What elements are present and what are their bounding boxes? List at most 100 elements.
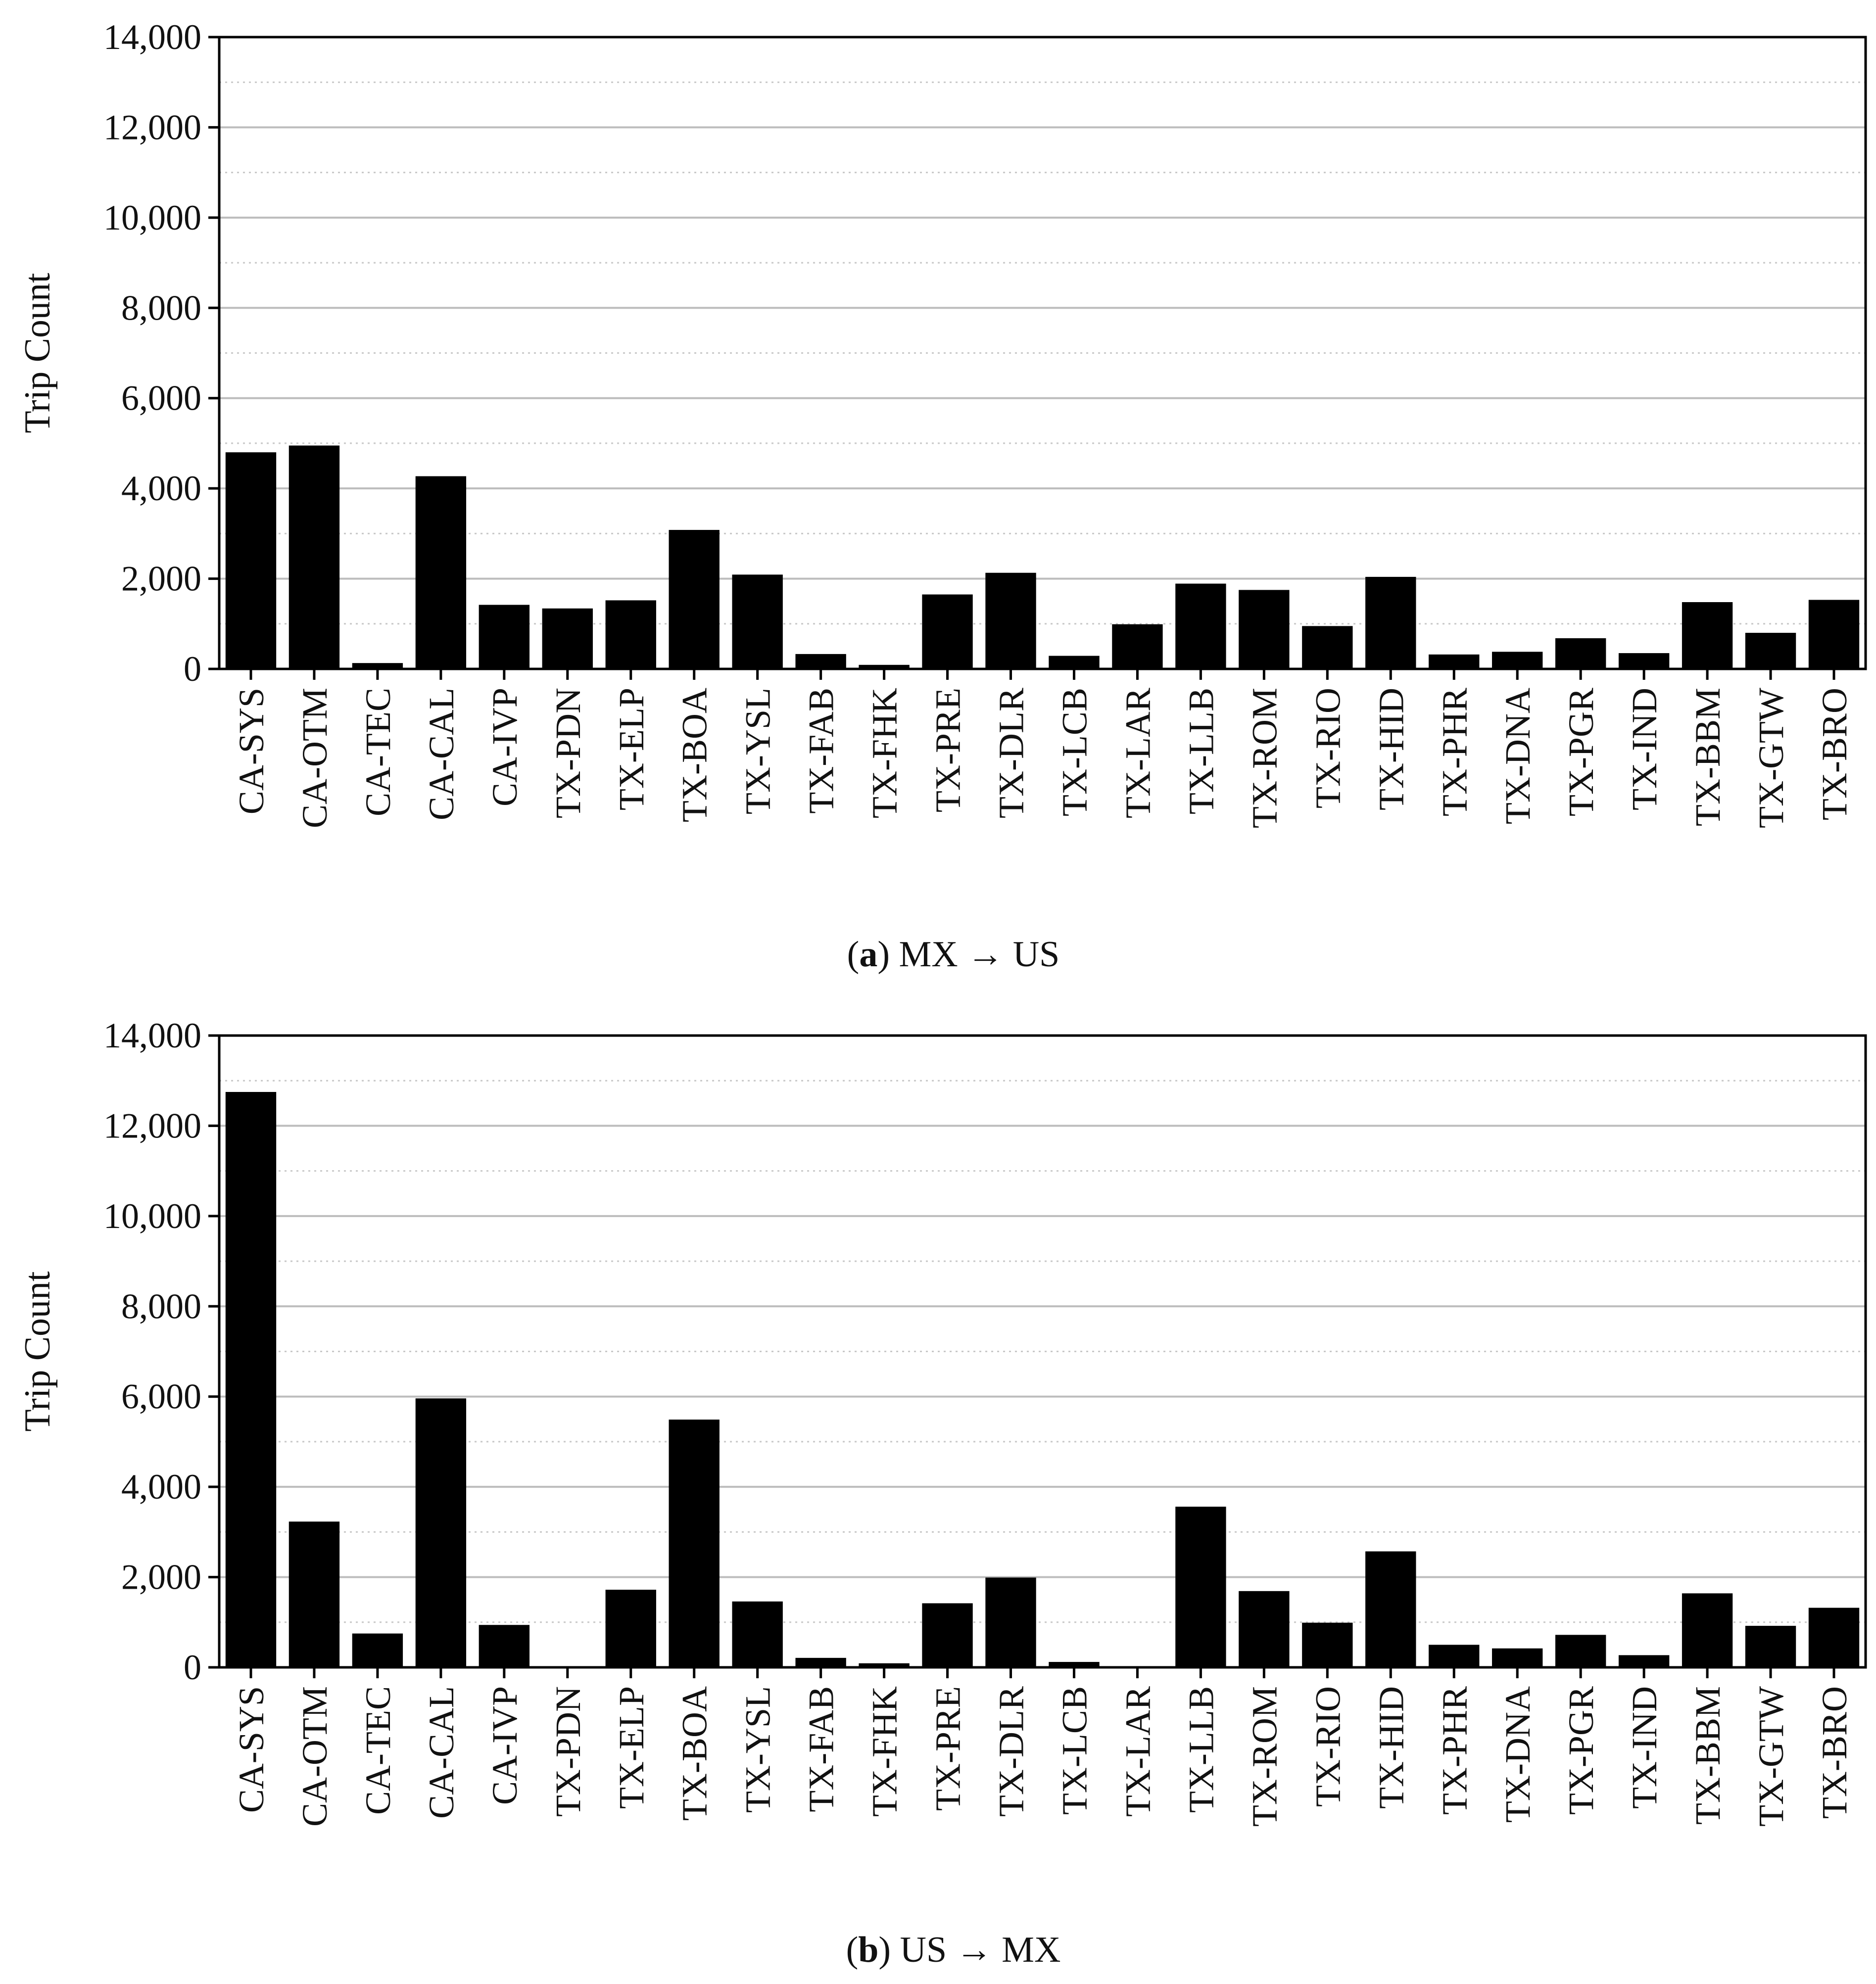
panel-caption: (a) MX → US bbox=[847, 934, 1060, 975]
x-tick-label: TX-FHK bbox=[865, 688, 905, 818]
x-tick-label: TX-ELP bbox=[612, 1686, 651, 1809]
bar-tx-pre bbox=[922, 594, 973, 669]
x-tick-label: CA-TEC bbox=[358, 1686, 398, 1815]
x-tick-label: TX-ELP bbox=[612, 688, 651, 810]
x-tick-label: TX-BOA bbox=[675, 1686, 715, 1821]
x-tick-label: TX-DNA bbox=[1498, 688, 1538, 824]
bar-ca-sys bbox=[225, 1092, 277, 1667]
bar-tx-pdn bbox=[542, 608, 593, 669]
bar-tx-fab bbox=[795, 654, 846, 669]
x-tick-label: TX-LCB bbox=[1055, 1686, 1094, 1815]
bar-tx-fab bbox=[795, 1657, 846, 1667]
y-tick-label: 4,000 bbox=[121, 469, 201, 508]
bar-tx-elp bbox=[605, 600, 656, 669]
plot-frame bbox=[218, 36, 1867, 670]
bar-tx-elp bbox=[605, 1590, 656, 1667]
y-tick-label: 0 bbox=[184, 1648, 201, 1687]
chart-panel-b: 0 2,000 4,000 6,000 8,000 10,000 12,000 14,000 C… bbox=[17, 1016, 1867, 1970]
bar-tx-llb bbox=[1175, 1507, 1226, 1667]
bar-ca-cal bbox=[415, 1398, 467, 1667]
x-tick-label: TX-IND bbox=[1625, 688, 1664, 810]
y-tick-label: 14,000 bbox=[103, 17, 201, 57]
y-tick-label: 12,000 bbox=[103, 1106, 201, 1145]
x-tick-label: TX-FAB bbox=[802, 688, 841, 814]
x-tick-label: TX-BRO bbox=[1815, 688, 1854, 820]
bar-tx-ysl bbox=[732, 574, 783, 669]
caption-paren-open: ( bbox=[846, 1930, 859, 1970]
y-tick-label: 4,000 bbox=[121, 1467, 201, 1507]
bar-tx-bro bbox=[1808, 600, 1860, 669]
x-tick-label: TX-LLB bbox=[1181, 688, 1221, 814]
x-tick-label: CA-SYS bbox=[232, 1686, 271, 1813]
bar-tx-ysl bbox=[732, 1601, 783, 1667]
bar-ca-tec bbox=[352, 1633, 403, 1667]
bar-tx-boa bbox=[669, 530, 720, 669]
x-tick-label: CA-IVP bbox=[485, 688, 525, 806]
x-tick-label: TX-PDN bbox=[548, 688, 588, 818]
bar-tx-phr bbox=[1429, 654, 1480, 669]
bar-tx-ind bbox=[1618, 1655, 1670, 1667]
x-tick-label: TX-PDN bbox=[548, 1686, 588, 1817]
x-tick-label: TX-RIO bbox=[1308, 1686, 1347, 1807]
y-tick-label: 12,000 bbox=[103, 107, 201, 147]
caption-text: ) MX → US bbox=[877, 934, 1059, 975]
x-tick-label: TX-PHR bbox=[1435, 1686, 1474, 1815]
bar-tx-dlr bbox=[985, 1577, 1036, 1667]
x-tick-label: TX-BBM bbox=[1688, 1686, 1728, 1825]
bar-tx-gtw bbox=[1745, 1626, 1796, 1667]
bar-tx-boa bbox=[669, 1419, 720, 1667]
x-tick-label: TX-GTW bbox=[1751, 1686, 1791, 1827]
x-tick-label: TX-IND bbox=[1625, 1686, 1664, 1809]
y-axis-title: Trip Count bbox=[17, 1271, 58, 1432]
x-tick-label: CA-CAL bbox=[422, 688, 461, 820]
bar-tx-fhk bbox=[859, 1663, 910, 1667]
bar-ca-otm bbox=[289, 1521, 340, 1667]
x-tick-label: TX-LCB bbox=[1055, 688, 1094, 816]
bar-ca-ivp bbox=[479, 1625, 530, 1667]
x-tick-label: CA-IVP bbox=[485, 1686, 525, 1805]
x-tick-label: TX-LAR bbox=[1118, 1686, 1157, 1817]
bar-tx-phr bbox=[1429, 1645, 1480, 1667]
bar-tx-pgr bbox=[1555, 1635, 1606, 1667]
panel-caption: (b) US → MX bbox=[846, 1930, 1061, 1970]
x-tick-label: TX-PGR bbox=[1561, 1686, 1601, 1815]
bar-tx-dna bbox=[1492, 652, 1543, 669]
y-tick-label: 0 bbox=[184, 649, 201, 689]
x-tick-label: TX-RIO bbox=[1308, 688, 1347, 808]
x-tick-label: TX-ROM bbox=[1245, 688, 1284, 828]
x-tick-label: TX-PGR bbox=[1561, 688, 1601, 816]
caption-text: ) US → MX bbox=[878, 1930, 1060, 1970]
y-tick-label: 6,000 bbox=[121, 378, 201, 418]
bar-tx-lcb bbox=[1049, 1662, 1100, 1667]
bar-tx-ind bbox=[1618, 653, 1670, 669]
bar-tx-hid bbox=[1365, 1551, 1416, 1667]
bar-ca-cal bbox=[415, 476, 467, 669]
caption-paren-open: ( bbox=[847, 934, 860, 975]
y-tick-label: 10,000 bbox=[103, 198, 201, 237]
x-tick-label: TX-FHK bbox=[865, 1686, 905, 1817]
y-tick-label: 10,000 bbox=[103, 1196, 201, 1236]
x-tick-label: TX-PRE bbox=[928, 1686, 968, 1811]
bar-tx-pre bbox=[922, 1603, 973, 1667]
bar-tx-dna bbox=[1492, 1648, 1543, 1667]
bar-tx-bbm bbox=[1682, 602, 1733, 669]
bar-tx-rio bbox=[1302, 626, 1353, 669]
x-tick-label: TX-BRO bbox=[1815, 1686, 1854, 1819]
y-tick-label: 14,000 bbox=[103, 1016, 201, 1055]
x-tick-label: TX-YSL bbox=[738, 688, 778, 814]
bar-tx-llb bbox=[1175, 583, 1226, 669]
x-tick-label: TX-DLR bbox=[992, 1686, 1031, 1817]
x-tick-label: CA-CAL bbox=[422, 1686, 461, 1819]
bar-tx-hid bbox=[1365, 576, 1416, 669]
x-tick-label: TX-GTW bbox=[1751, 688, 1791, 828]
chart-panel-a: 0 2,000 4,000 6,000 8,000 10,000 12,000 14,000 C… bbox=[17, 17, 1867, 975]
bar-tx-dlr bbox=[985, 572, 1036, 669]
bar-tx-fhk bbox=[859, 664, 910, 669]
y-axis-title: Trip Count bbox=[17, 273, 58, 433]
caption-letter: a bbox=[859, 934, 877, 975]
x-tick-label: TX-FAB bbox=[802, 1686, 841, 1812]
bar-tx-rom bbox=[1239, 590, 1290, 669]
y-tick-label: 2,000 bbox=[121, 559, 201, 599]
y-tick-label: 8,000 bbox=[121, 288, 201, 328]
